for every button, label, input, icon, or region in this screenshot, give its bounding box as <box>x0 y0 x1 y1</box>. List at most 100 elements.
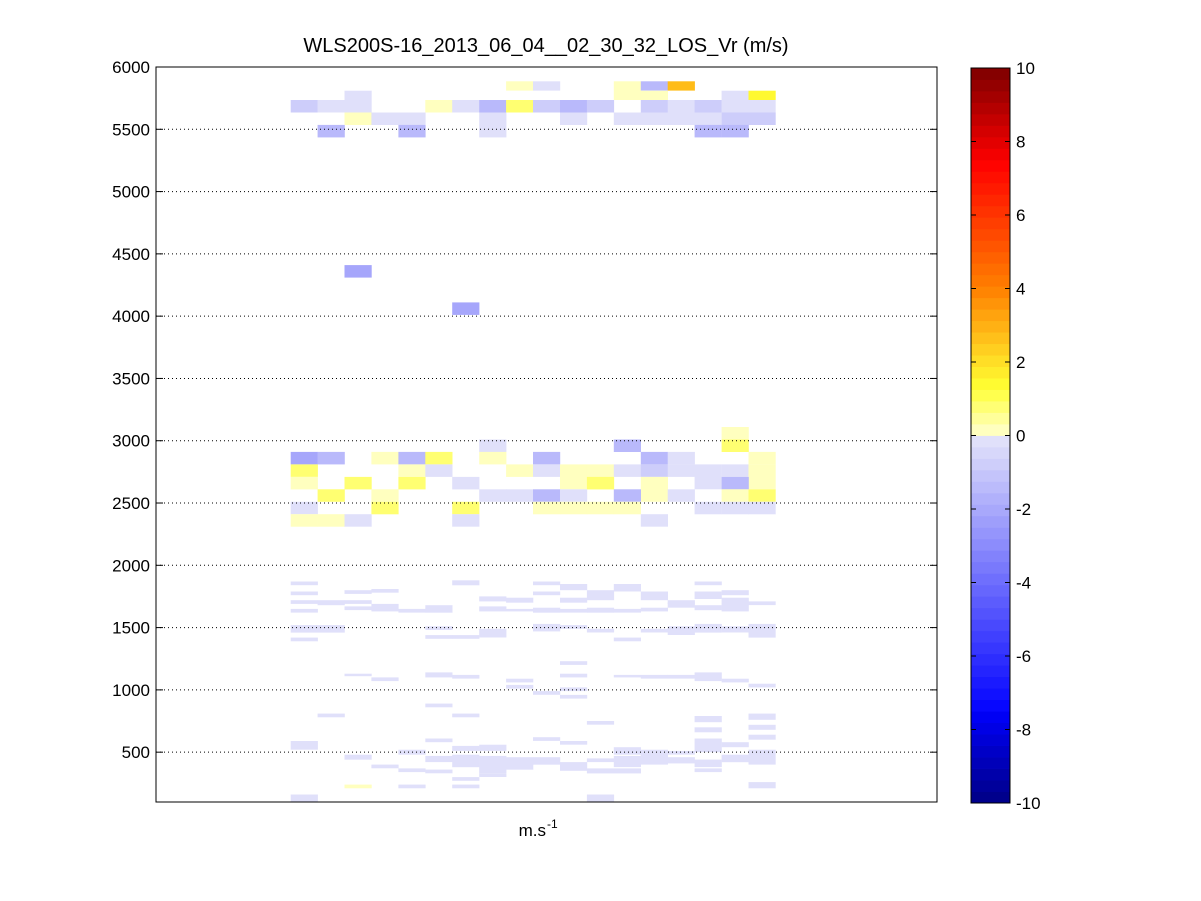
heatmap-cell <box>694 501 722 515</box>
heatmap-cell <box>586 476 615 490</box>
heatmap-cell <box>290 608 318 613</box>
heatmap-cell <box>613 755 641 768</box>
heatmap-cell <box>667 757 695 764</box>
heatmap-cell <box>425 769 453 774</box>
colorbar-swatch <box>971 780 1010 792</box>
colorbar-swatch <box>971 205 1010 218</box>
heatmap-cell <box>748 489 776 502</box>
heatmap-cell <box>560 584 588 591</box>
heatmap-cell <box>533 501 561 515</box>
colorbar-swatch <box>971 584 1010 597</box>
heatmap-cell <box>586 607 615 613</box>
heatmap-cell <box>533 607 561 613</box>
heatmap-cell <box>721 489 749 502</box>
heatmap-cell <box>721 427 749 440</box>
colorbar: -10 -8 -6 -4 -2 0 2 4 6 8 10 <box>970 59 1041 813</box>
heatmap-cell <box>694 716 722 723</box>
heatmap-cell <box>667 464 695 477</box>
heatmap-cell <box>694 100 722 113</box>
heatmap-cell <box>667 626 695 635</box>
x-axis-label-superscript: -1 <box>547 817 558 831</box>
heatmap-cell <box>613 584 641 592</box>
heatmap-cell <box>586 794 615 802</box>
colorbar-swatch <box>971 665 1010 678</box>
heatmap-cell <box>479 606 507 612</box>
heatmap-cell <box>667 489 695 502</box>
heatmap-cell <box>721 501 749 515</box>
y-tick-label: 1000 <box>112 681 150 700</box>
colorbar-swatch <box>971 136 1010 149</box>
plot-background <box>156 67 937 802</box>
heatmap-cell <box>290 591 318 596</box>
heatmap-cell <box>317 124 345 138</box>
heatmap-cell <box>613 501 641 515</box>
heatmap-cell <box>452 674 480 679</box>
heatmap-cell <box>613 112 641 125</box>
heatmap-cell <box>533 100 561 113</box>
colorbar-tick-label: 2 <box>1016 353 1025 372</box>
chart-title: WLS200S-16_2013_06_04__02_30_32_LOS_Vr (… <box>303 35 788 57</box>
heatmap-cell <box>560 661 588 665</box>
heatmap-cell <box>560 687 588 692</box>
heatmap-cell <box>748 749 776 765</box>
heatmap-cell <box>452 784 480 789</box>
heatmap-cell <box>533 464 561 477</box>
heatmap-cell <box>425 672 453 678</box>
colorbar-swatch <box>971 102 1010 115</box>
colorbar-swatch <box>971 492 1010 505</box>
heatmap-cell <box>344 606 372 611</box>
heatmap-cell <box>398 476 426 490</box>
heatmap-cell <box>560 100 588 113</box>
colorbar-swatches <box>971 68 1010 804</box>
heatmap-cell <box>721 90 749 113</box>
heatmap-cell <box>533 691 561 695</box>
colorbar-swatch <box>971 469 1010 482</box>
colorbar-swatch <box>971 653 1010 666</box>
heatmap-cell <box>506 100 534 113</box>
colorbar-swatch <box>971 607 1010 620</box>
y-tick-label: 6000 <box>112 58 150 77</box>
colorbar-tick-label: -2 <box>1016 500 1031 519</box>
heatmap-cell <box>317 514 345 527</box>
colorbar-swatch <box>971 251 1010 264</box>
heatmap-cell <box>398 124 426 138</box>
colorbar-swatch <box>971 148 1010 161</box>
heatmap-cell <box>694 768 722 773</box>
heatmap-cell <box>506 597 534 603</box>
colorbar-swatch <box>971 401 1010 413</box>
heatmap-cell <box>290 514 318 527</box>
heatmap-cell <box>290 794 318 802</box>
heatmap-cell <box>667 674 695 679</box>
colorbar-swatch <box>971 194 1010 207</box>
colorbar-tick-label: 6 <box>1016 206 1025 225</box>
heatmap-cell <box>344 476 372 490</box>
heatmap-cell <box>398 451 426 465</box>
colorbar-swatch <box>971 343 1010 356</box>
heatmap-cell <box>721 754 749 763</box>
colorbar-swatch <box>971 757 1010 769</box>
heatmap-cell <box>371 489 399 502</box>
colorbar-swatch <box>971 630 1010 643</box>
colorbar-tick-label: 4 <box>1016 280 1025 299</box>
heatmap-cell <box>371 603 399 612</box>
heatmap-cell <box>667 81 695 91</box>
heatmap-cell <box>560 597 588 603</box>
colorbar-swatch <box>971 378 1010 390</box>
heatmap-cell <box>748 451 776 465</box>
heatmap-cell <box>290 581 318 586</box>
heatmap-cell <box>290 625 318 633</box>
colorbar-swatch <box>971 389 1010 402</box>
heatmap-cell <box>721 742 749 748</box>
heatmap-cell <box>533 737 561 741</box>
heatmap-cell <box>586 721 615 725</box>
heatmap-cell <box>479 439 507 452</box>
heatmap-cell <box>479 628 507 638</box>
heatmap-cell <box>721 124 749 138</box>
colorbar-swatch <box>971 458 1010 471</box>
heatmap-cell <box>452 580 480 586</box>
colorbar-swatch <box>971 90 1010 103</box>
colorbar-swatch <box>971 79 1010 92</box>
heatmap-cell <box>317 451 345 465</box>
heatmap-cell <box>290 451 318 465</box>
